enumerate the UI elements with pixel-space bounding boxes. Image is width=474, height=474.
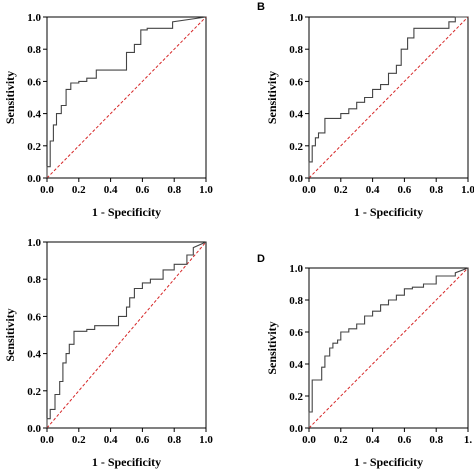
y-tick-label: 0.8 xyxy=(27,274,41,286)
roc-panel-4: D 0.0 0.2 0.4 0.6 0.8 1. 0.0 0.2 0.4 0.6 0.8 1.0 1 - … xyxy=(257,253,472,469)
y-tick-label: 0.2 xyxy=(27,386,41,398)
y-axis-label: Sensitivity xyxy=(3,71,17,124)
y-axis-label: Sensitivity xyxy=(265,321,279,374)
x-tick-label: 0.4 xyxy=(366,184,380,196)
x-tick-label: 0.8 xyxy=(167,434,181,446)
panel-label: B xyxy=(257,1,265,13)
y-tick-label: 1.0 xyxy=(289,12,303,24)
x-tick-label: 0.2 xyxy=(72,434,86,446)
x-tick-label: 0.4 xyxy=(104,434,118,446)
roc-curve xyxy=(46,16,207,178)
x-tick-label: 0.2 xyxy=(72,184,86,196)
x-axis-label: 1 - Specificity xyxy=(92,455,161,469)
y-tick-label: 0.8 xyxy=(289,44,303,56)
y-tick-label: 0.6 xyxy=(27,311,41,323)
x-tick-label: 1.0 xyxy=(199,184,213,196)
x-tick-label: 0.2 xyxy=(334,434,348,446)
reference-diagonal xyxy=(308,267,469,429)
roc-panel-3: 0.0 0.2 0.4 0.6 0.8 1.0 0.0 0.2 0.4 0.6 0.8 1.0 1 - … xyxy=(3,237,213,469)
roc-panel-2: B 0.0 0.2 0.4 0.6 0.8 1.0 0.0 0.2 0.4 0.6 0.8 1.0 1 -… xyxy=(257,1,474,219)
roc-curve xyxy=(46,241,207,428)
plot-frame xyxy=(46,241,207,429)
y-tick-label: 0.4 xyxy=(289,109,303,121)
y-tick-label: 0.0 xyxy=(27,173,41,185)
reference-diagonal xyxy=(46,16,207,179)
x-tick-label: 1.0 xyxy=(461,184,474,196)
plot-frame xyxy=(308,267,469,429)
y-axis-label: Sensitivity xyxy=(3,308,17,361)
y-tick-label: 0.0 xyxy=(27,423,41,435)
x-tick-label: 0.0 xyxy=(302,184,316,196)
y-tick-label: 0.2 xyxy=(289,391,303,403)
y-tick-label: 0.2 xyxy=(27,141,41,153)
x-axis-label: 1 - Specificity xyxy=(354,205,423,219)
panel-label: D xyxy=(257,253,265,265)
y-tick-label: 0.0 xyxy=(289,173,303,185)
x-tick-label: 0.0 xyxy=(40,184,54,196)
x-tick-label: 0.0 xyxy=(40,434,54,446)
x-tick-label: 0.8 xyxy=(429,434,443,446)
x-tick-label: 1.0 xyxy=(199,434,213,446)
x-axis-label: 1 - Specificity xyxy=(92,205,161,219)
reference-diagonal xyxy=(308,16,469,179)
y-tick-label: 1.0 xyxy=(27,12,41,24)
y-tick-label: 0.6 xyxy=(289,327,303,339)
roc-panel-1: 0.0 0.2 0.4 0.6 0.8 1.0 0.0 0.2 0.4 0.6 0.8 1.0 1 - … xyxy=(3,12,213,219)
x-tick-label: 0.6 xyxy=(398,434,412,446)
y-tick-label: 1.0 xyxy=(289,263,303,275)
x-tick-label: 0.8 xyxy=(429,184,443,196)
x-tick-label: 0.6 xyxy=(136,434,150,446)
y-axis-label: Sensitivity xyxy=(265,71,279,124)
reference-diagonal xyxy=(46,241,207,429)
x-tick-label: 0.2 xyxy=(334,184,348,196)
x-tick-label: 0.8 xyxy=(167,184,181,196)
x-tick-label: 0.6 xyxy=(136,184,150,196)
x-tick-label: 0.4 xyxy=(104,184,118,196)
y-tick-label: 0.8 xyxy=(289,295,303,307)
y-tick-label: 0.8 xyxy=(27,44,41,56)
plot-frame xyxy=(308,16,469,179)
y-tick-label: 0.2 xyxy=(289,141,303,153)
y-tick-label: 0.4 xyxy=(27,349,41,361)
y-tick-label: 0.4 xyxy=(289,359,303,371)
roc-curve xyxy=(308,16,468,178)
x-tick-label: 0.0 xyxy=(302,434,316,446)
y-tick-label: 0.6 xyxy=(289,76,303,88)
roc-curve xyxy=(308,267,469,428)
y-tick-label: 0.6 xyxy=(27,76,41,88)
x-tick-label: 0.4 xyxy=(366,434,380,446)
y-tick-label: 1.0 xyxy=(27,237,41,249)
y-tick-label: 0.0 xyxy=(289,423,303,435)
plot-frame xyxy=(46,16,207,179)
x-tick-label: 0.6 xyxy=(398,184,412,196)
x-tick-label: 1. xyxy=(464,434,473,446)
x-axis-label: 1 - Specificity xyxy=(354,455,423,469)
y-tick-label: 0.4 xyxy=(27,109,41,121)
